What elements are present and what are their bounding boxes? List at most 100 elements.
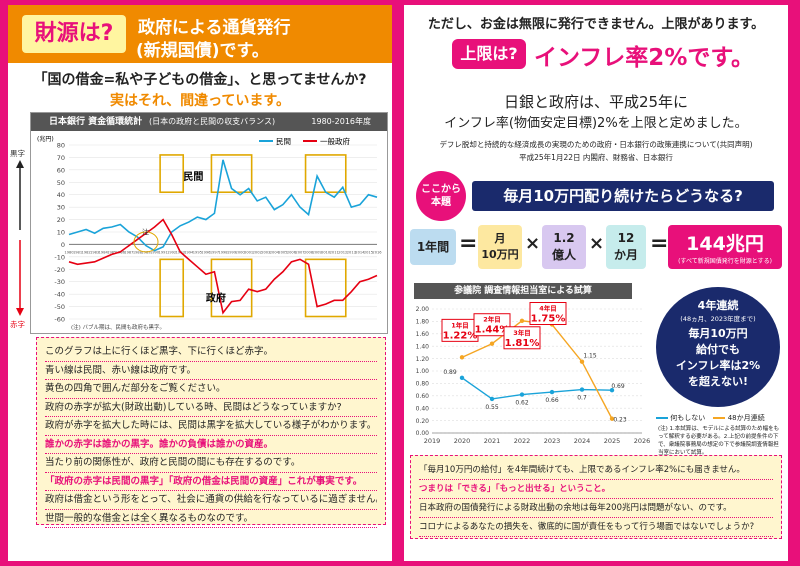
x-tick-label: 2015 xyxy=(364,250,373,254)
times-sign-1: × xyxy=(525,233,541,254)
deficit-arrow-head xyxy=(16,308,24,316)
funding-badge: 財源は? xyxy=(22,15,126,53)
right-panel: ただし、お金は無限に発行できません。上限があります。 上限は? インフレ率2%で… xyxy=(404,5,788,561)
y-tick-label: -60 xyxy=(54,316,65,324)
term-months-value: 12 xyxy=(617,231,635,245)
x-tick-label: 2026 xyxy=(634,437,651,445)
private-sector-line xyxy=(68,159,378,252)
result-note: (すべて新規国債発行を財源とする) xyxy=(678,258,772,265)
limit-headline: インフレ率2%です。 xyxy=(534,45,755,71)
funding-line2: (新規国債)です。 xyxy=(136,41,269,61)
y-tick-label: 30 xyxy=(57,204,65,212)
sim-chart-titlebar: 参議院 調査情報担当室による試算 xyxy=(414,283,632,299)
term-population-value: 1.2 xyxy=(553,231,575,245)
result-box: 144兆円 (すべて新規国債発行を財源とする) xyxy=(668,225,782,269)
y-tick-label: 50 xyxy=(57,179,65,187)
y-axis-label: (兆円) xyxy=(37,135,54,143)
bullet-item: 当たり前の関係性が、政府と民間の間にも存在するのです。 xyxy=(45,454,377,473)
x-tick-label: 2000 xyxy=(236,250,246,254)
y-tick-label: 1.00 xyxy=(416,368,430,375)
x-tick-label: 2007 xyxy=(295,250,304,254)
x-tick-label: 2014 xyxy=(355,250,365,254)
data-label: 0.23 xyxy=(613,417,627,424)
year-callout-label: 3年目 xyxy=(513,328,531,337)
term-monthly-label: 月 xyxy=(494,232,506,245)
y-tick-label: 0.60 xyxy=(416,393,430,400)
bullet-item: コロナによるあなたの損失を、徹底的に国が責任をもって行う場面ではないでしょうか? xyxy=(419,518,773,537)
term-population-unit: 億人 xyxy=(551,248,576,262)
term-population: 1.2 億人 xyxy=(542,225,586,269)
y-tick-label: 0.20 xyxy=(416,418,430,425)
no-action-point xyxy=(489,396,495,402)
government-line xyxy=(68,218,378,315)
legend-government-label: 一般政府 xyxy=(320,136,350,146)
x-tick-label: 2024 xyxy=(574,437,591,445)
legend-none-label: 何もしない xyxy=(670,414,706,422)
equals-sign-1: = xyxy=(459,231,478,256)
limit-decision-2: インフレ率(物価安定目標)2%を上限と定めました。 xyxy=(444,116,748,131)
x-tick-label: 1996 xyxy=(201,250,211,254)
limit-badge: 上限は? xyxy=(452,39,526,69)
x-tick-label: 2005 xyxy=(278,250,287,254)
x-tick-label: 2019 xyxy=(424,437,441,445)
year-callout-value: 1.75% xyxy=(531,314,566,325)
callout-circle: 4年連続 (48ヵ月、2023年度まで) 毎月10万円 給付でも インフレ率は2… xyxy=(656,287,780,407)
x-tick-label: 2008 xyxy=(304,250,314,254)
no-action-point xyxy=(579,387,585,392)
y-tick-label: 80 xyxy=(57,142,65,150)
main-topic-tag-1: ここから xyxy=(421,184,461,195)
x-tick-label: 1997 xyxy=(210,250,219,254)
data-label: 0.7 xyxy=(577,395,587,402)
y-tick-label: 10 xyxy=(57,229,65,237)
highlight-box-surplus xyxy=(304,154,347,194)
term-months: 12 か月 xyxy=(606,225,646,269)
x-tick-label: 1988 xyxy=(133,250,143,254)
left-bullet-list: このグラフは上に行くほど黒字、下に行くほど赤字。 青い線は民間、赤い線は政府です。… xyxy=(45,343,377,528)
y-tick-label: 1.80 xyxy=(416,319,430,326)
data-label: 0.69 xyxy=(611,383,625,390)
boj-chart: 日本銀行 資金循環統計 (日本の政府と民間の収支バランス) 1980-2016年… xyxy=(30,112,388,334)
x-tick-label: 1981 xyxy=(73,250,82,254)
y-tick-label: -40 xyxy=(54,291,65,299)
x-tick-label: 2013 xyxy=(347,250,356,254)
x-tick-label: 1983 xyxy=(90,250,99,254)
funding-line1: 政府による通貨発行 xyxy=(138,18,291,38)
debt-question: 「国の借金=私や子どもの借金」、と思ってませんか? xyxy=(33,72,367,88)
no-action-line xyxy=(461,377,613,400)
calc-equation: 1年間 = 月 10万円 × 1.2 億人 × 12 か月 = 144兆円 (す… xyxy=(404,223,788,273)
limit-decision-1: 日銀と政府は、平成25年に xyxy=(503,93,689,111)
highlight-box-deficit xyxy=(304,258,347,318)
bullet-item: つまりは「できる」「もっと出せる」ということ。 xyxy=(419,480,773,499)
bullet-item: 青い線は民間、赤い線は政府です。 xyxy=(45,362,377,380)
left-header: 財源は? 政府による通貨発行 (新規国債)です。 xyxy=(8,5,392,63)
y-tick-label: 1.60 xyxy=(416,331,430,338)
callout-line-2: (48ヵ月、2023年度まで) xyxy=(680,315,756,323)
limit-source-1: デフレ脱却と持続的な経済成長の実現のための政府・日本銀行の政策連携について(共同… xyxy=(439,140,753,149)
x-tick-label: 1980 xyxy=(64,250,74,254)
bullet-item: 「政府の赤字は民間の黒字」「政府の借金は民間の資産」これが事実です。 xyxy=(45,473,377,491)
callout-line-6: を超えない! xyxy=(687,375,749,388)
legend-48-label: 48か月連続 xyxy=(727,414,765,422)
year-callout-label: 1年目 xyxy=(451,320,469,329)
times-sign-2: × xyxy=(589,233,605,254)
x-tick-label: 2009 xyxy=(313,250,323,254)
x-tick-label: 2016 xyxy=(372,250,382,254)
term-monthly-value: 10万円 xyxy=(481,248,519,261)
bubble-note-marker: 注 xyxy=(142,227,149,236)
surplus-label: 黒字 xyxy=(10,148,25,158)
term-monthly-amount: 月 10万円 xyxy=(478,225,522,269)
payout-48-point xyxy=(519,318,525,323)
term-one-year: 1年間 xyxy=(410,229,456,265)
data-label: 0.55 xyxy=(485,404,499,411)
bullet-item: 政府が赤字を拡大した時には、民間は黒字を拡大している様子がわかります。 xyxy=(45,417,377,436)
payout-48-point xyxy=(609,416,615,421)
boj-chart-titlebar: 日本銀行 資金循環統計 (日本の政府と民間の収支バランス) 1980-2016年… xyxy=(31,113,387,131)
year-callout-value: 1.44% xyxy=(475,325,510,336)
y-tick-label: 20 xyxy=(57,216,65,224)
y-tick-label: 2.00 xyxy=(416,306,430,313)
data-label: 0.62 xyxy=(515,400,529,407)
x-tick-label: 2025 xyxy=(604,437,621,445)
x-tick-label: 1985 xyxy=(107,250,116,254)
year-callout-label: 2年目 xyxy=(483,315,501,324)
